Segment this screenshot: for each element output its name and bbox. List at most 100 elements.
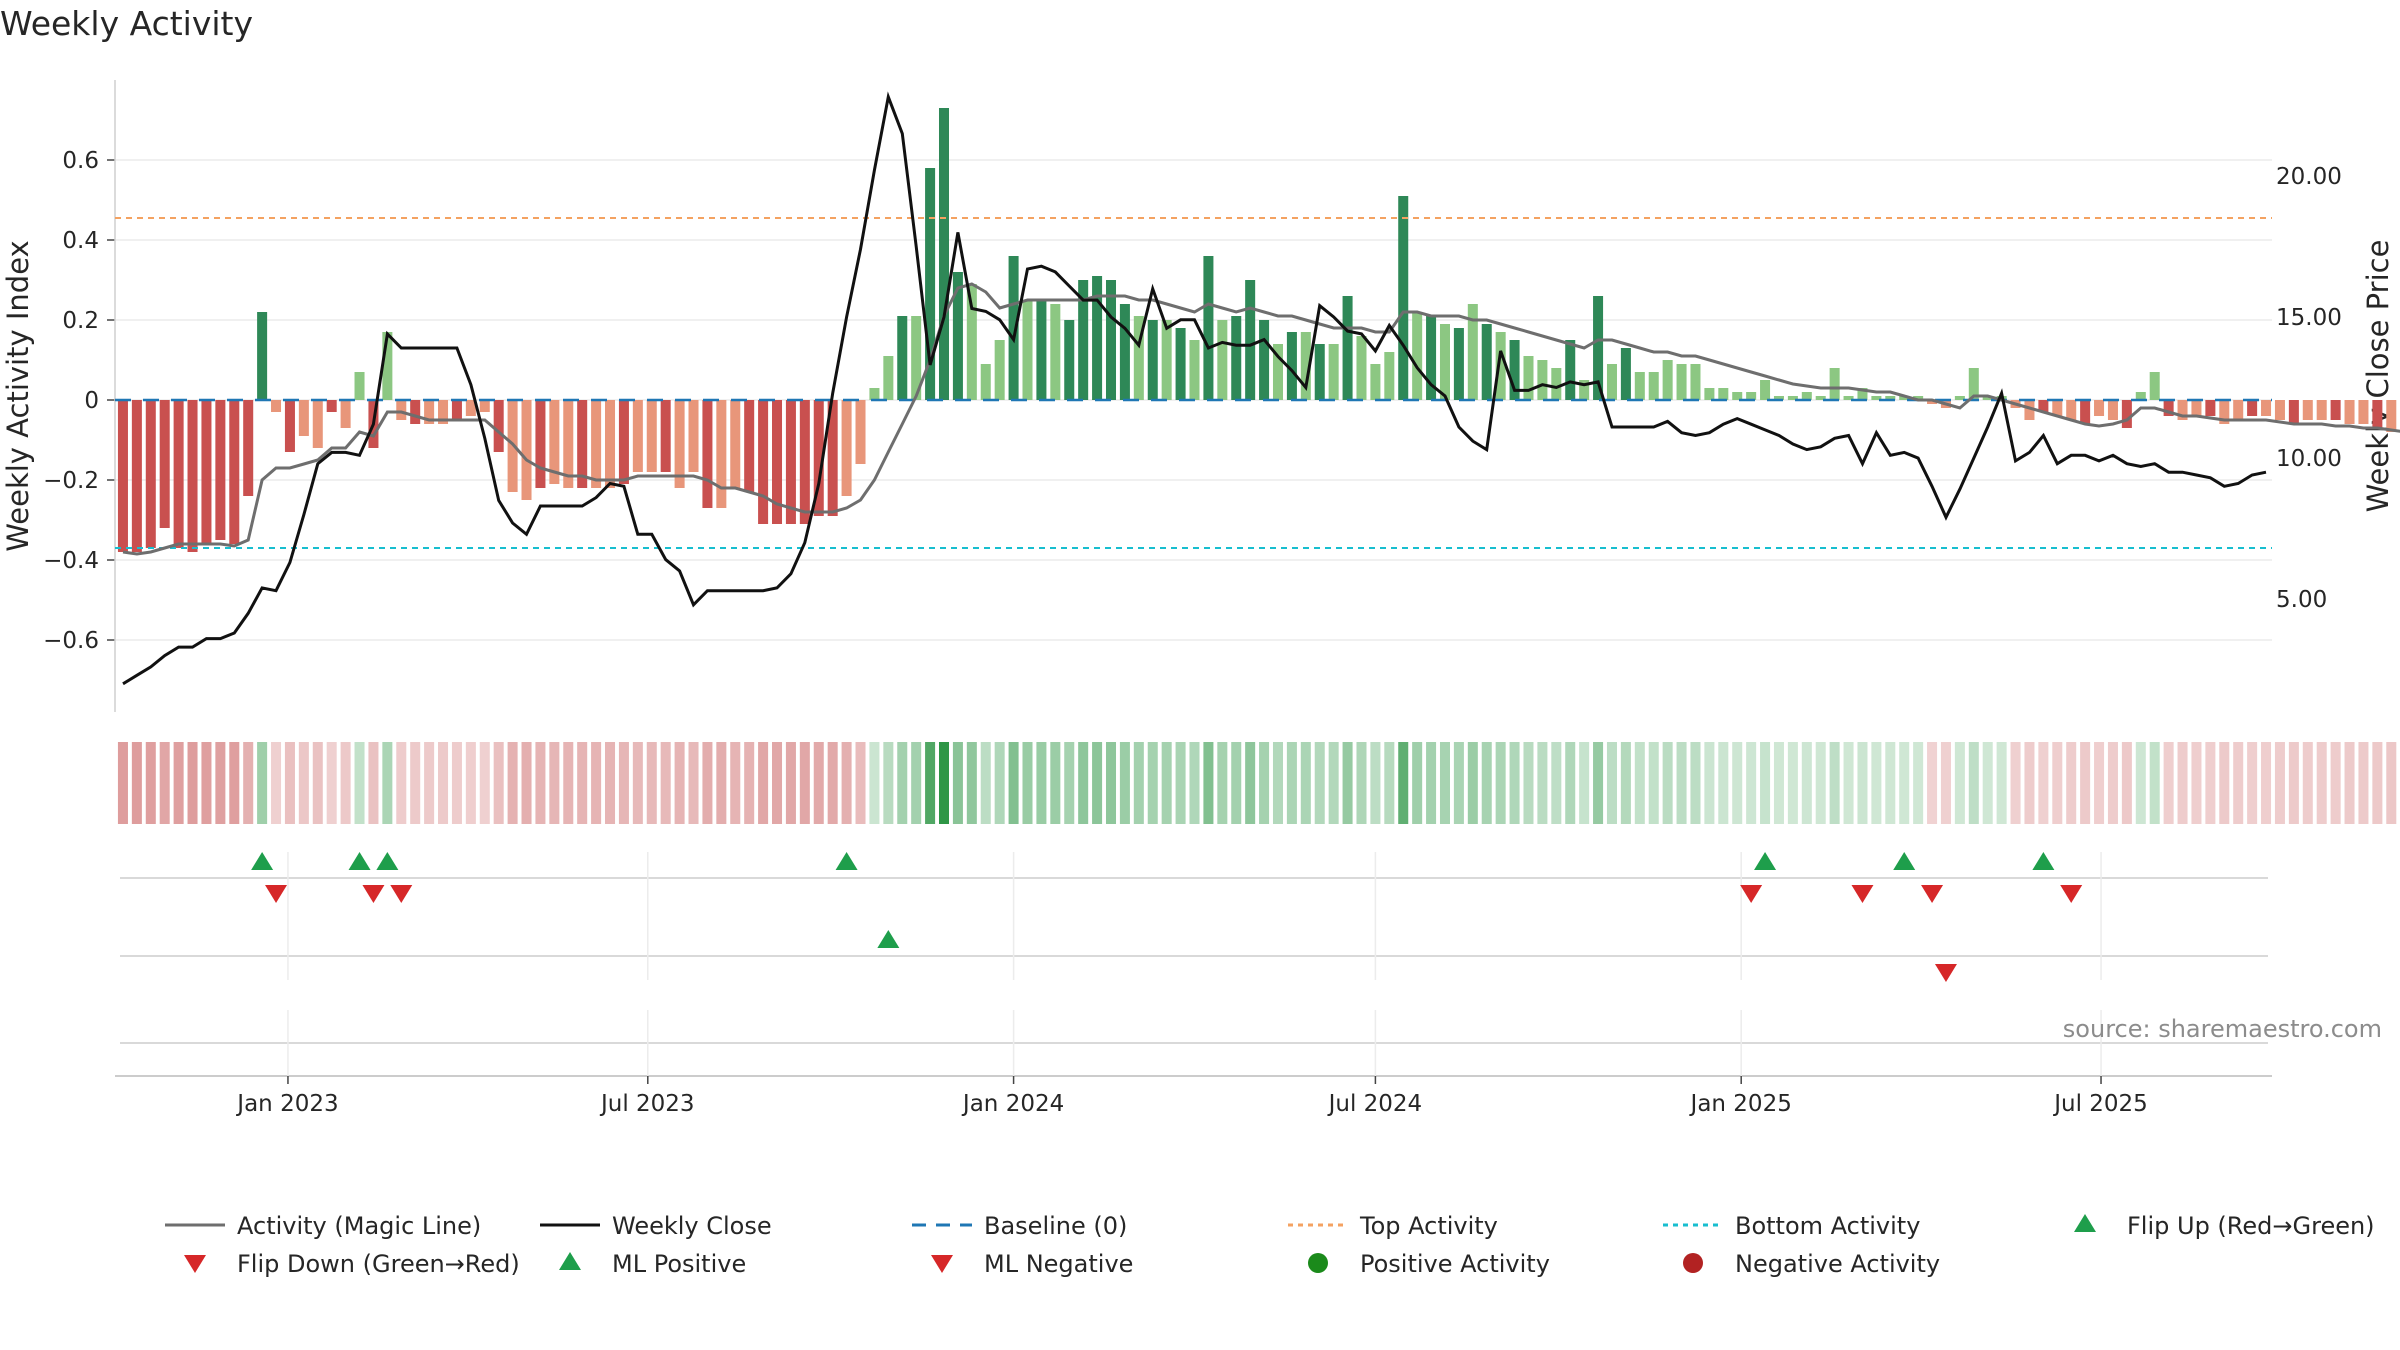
heat-strip-cell [911,742,922,824]
heat-strip-cell [326,742,337,824]
heat-strip-cell [173,742,184,824]
heat-strip-cell [1899,742,1910,824]
y2-tick-label: 20.00 [2276,164,2342,190]
activity-bar [1982,396,1993,400]
heat-strip-cell [1787,742,1798,824]
heat-strip-cell [1300,742,1311,824]
heat-strip-cell [1732,742,1743,824]
legend-swatch-dot-pos [1308,1253,1328,1273]
heat-strip-cell [1815,742,1826,824]
heat-strip-cell [1913,742,1924,824]
heat-strip-cell [1161,742,1172,824]
legend-label: Baseline (0) [984,1212,1127,1240]
y-axis-label: Weekly Activity Index [1,240,35,551]
heat-strip-cell [1648,742,1659,824]
heat-strip-cell [869,742,880,824]
heat-strip-cell [465,742,476,824]
heat-strip-cell [2247,742,2258,824]
activity-bar [1787,396,1798,400]
heat-strip-cell [1746,742,1757,824]
heat-strip-cell [145,742,156,824]
activity-bar [1509,340,1520,400]
heat-strip-cell [702,742,713,824]
activity-bar [1899,396,1910,400]
activity-bar [1662,360,1673,400]
heat-strip-cell [2177,742,2188,824]
heat-strip-cell [1857,742,1868,824]
heat-strip-cell [605,742,616,824]
activity-bar [2316,400,2327,420]
heat-strip-cell [1690,742,1701,824]
activity-bar [340,400,351,428]
heat-strip-cell [1871,742,1882,824]
activity-bar [2274,400,2285,420]
heat-strip-cell [1412,742,1423,824]
heat-strip-cell [298,742,309,824]
activity-bar [521,400,532,500]
activity-bar [1161,320,1172,400]
activity-bar [1231,316,1242,400]
heat-strip-cell [1426,742,1437,824]
heat-strip-cell [660,742,671,824]
heat-strip-cell [1704,742,1715,824]
heat-strip-cell [271,742,282,824]
activity-bar [438,400,449,424]
heat-strip-cell [1565,742,1576,824]
x-tick-label: Jan 2024 [961,1091,1064,1117]
heat-strip-cell [883,742,894,824]
y-tick-label: 0 [84,388,99,414]
heat-strip-cell [1453,742,1464,824]
activity-bar [535,400,546,488]
x-tick-label: Jul 2023 [599,1091,695,1117]
heat-strip-cell [1022,742,1033,824]
activity-bar [479,400,490,412]
heat-strip-cell [354,742,365,824]
ml-negative-marker [1934,964,1957,982]
heat-strip-cell [2121,742,2132,824]
y-tick-label: −0.2 [43,468,99,494]
legend-label: Activity (Magic Line) [237,1212,481,1240]
heat-strip-cell [1175,742,1186,824]
magic-line-series [122,282,2400,556]
activity-bar [1022,300,1033,400]
heat-strip-cell [1398,742,1409,824]
heat-strip-cell [785,742,796,824]
heat-strip-cell [2344,742,2355,824]
heat-strip-cell [1773,742,1784,824]
legend-swatch-tri-up [2074,1214,2096,1232]
heat-strip-cell [507,742,518,824]
activity-bar [591,400,602,488]
activity-bar [563,400,574,488]
flip-down-marker [1740,885,1763,903]
legend-swatch-tri-down [184,1255,206,1273]
heat-strip-cell [1356,742,1367,824]
activity-bar [1300,332,1311,400]
activity-bar [1105,280,1117,400]
heat-strip-cell [2386,742,2397,824]
activity-bar [730,400,741,488]
activity-bar [1634,372,1645,400]
heat-strip-cell [1050,742,1061,824]
heat-strip-cell [925,742,936,824]
heat-strip-cell [716,742,727,824]
flip-up-marker [251,852,274,870]
activity-bar [980,364,991,400]
activity-bar [1551,368,1562,400]
activity-bar [451,400,462,420]
heat-strip-cell [618,742,629,824]
heat-strip-cell [1078,742,1089,824]
heat-strip-cell [1314,742,1325,824]
activity-bar [1036,300,1047,400]
activity-bar [2080,400,2091,424]
activity-bar [2330,400,2341,420]
activity-bar [1968,368,1979,400]
heat-strip-cell [1676,742,1687,824]
activity-bar [2149,372,2160,400]
heat-strip-cell [1008,742,1019,824]
activity-bar [1773,396,1784,400]
heat-strip-cell [187,742,198,824]
activity-bar [298,400,309,436]
heat-strip-cell [563,742,574,824]
flip-down-marker [1851,885,1874,903]
